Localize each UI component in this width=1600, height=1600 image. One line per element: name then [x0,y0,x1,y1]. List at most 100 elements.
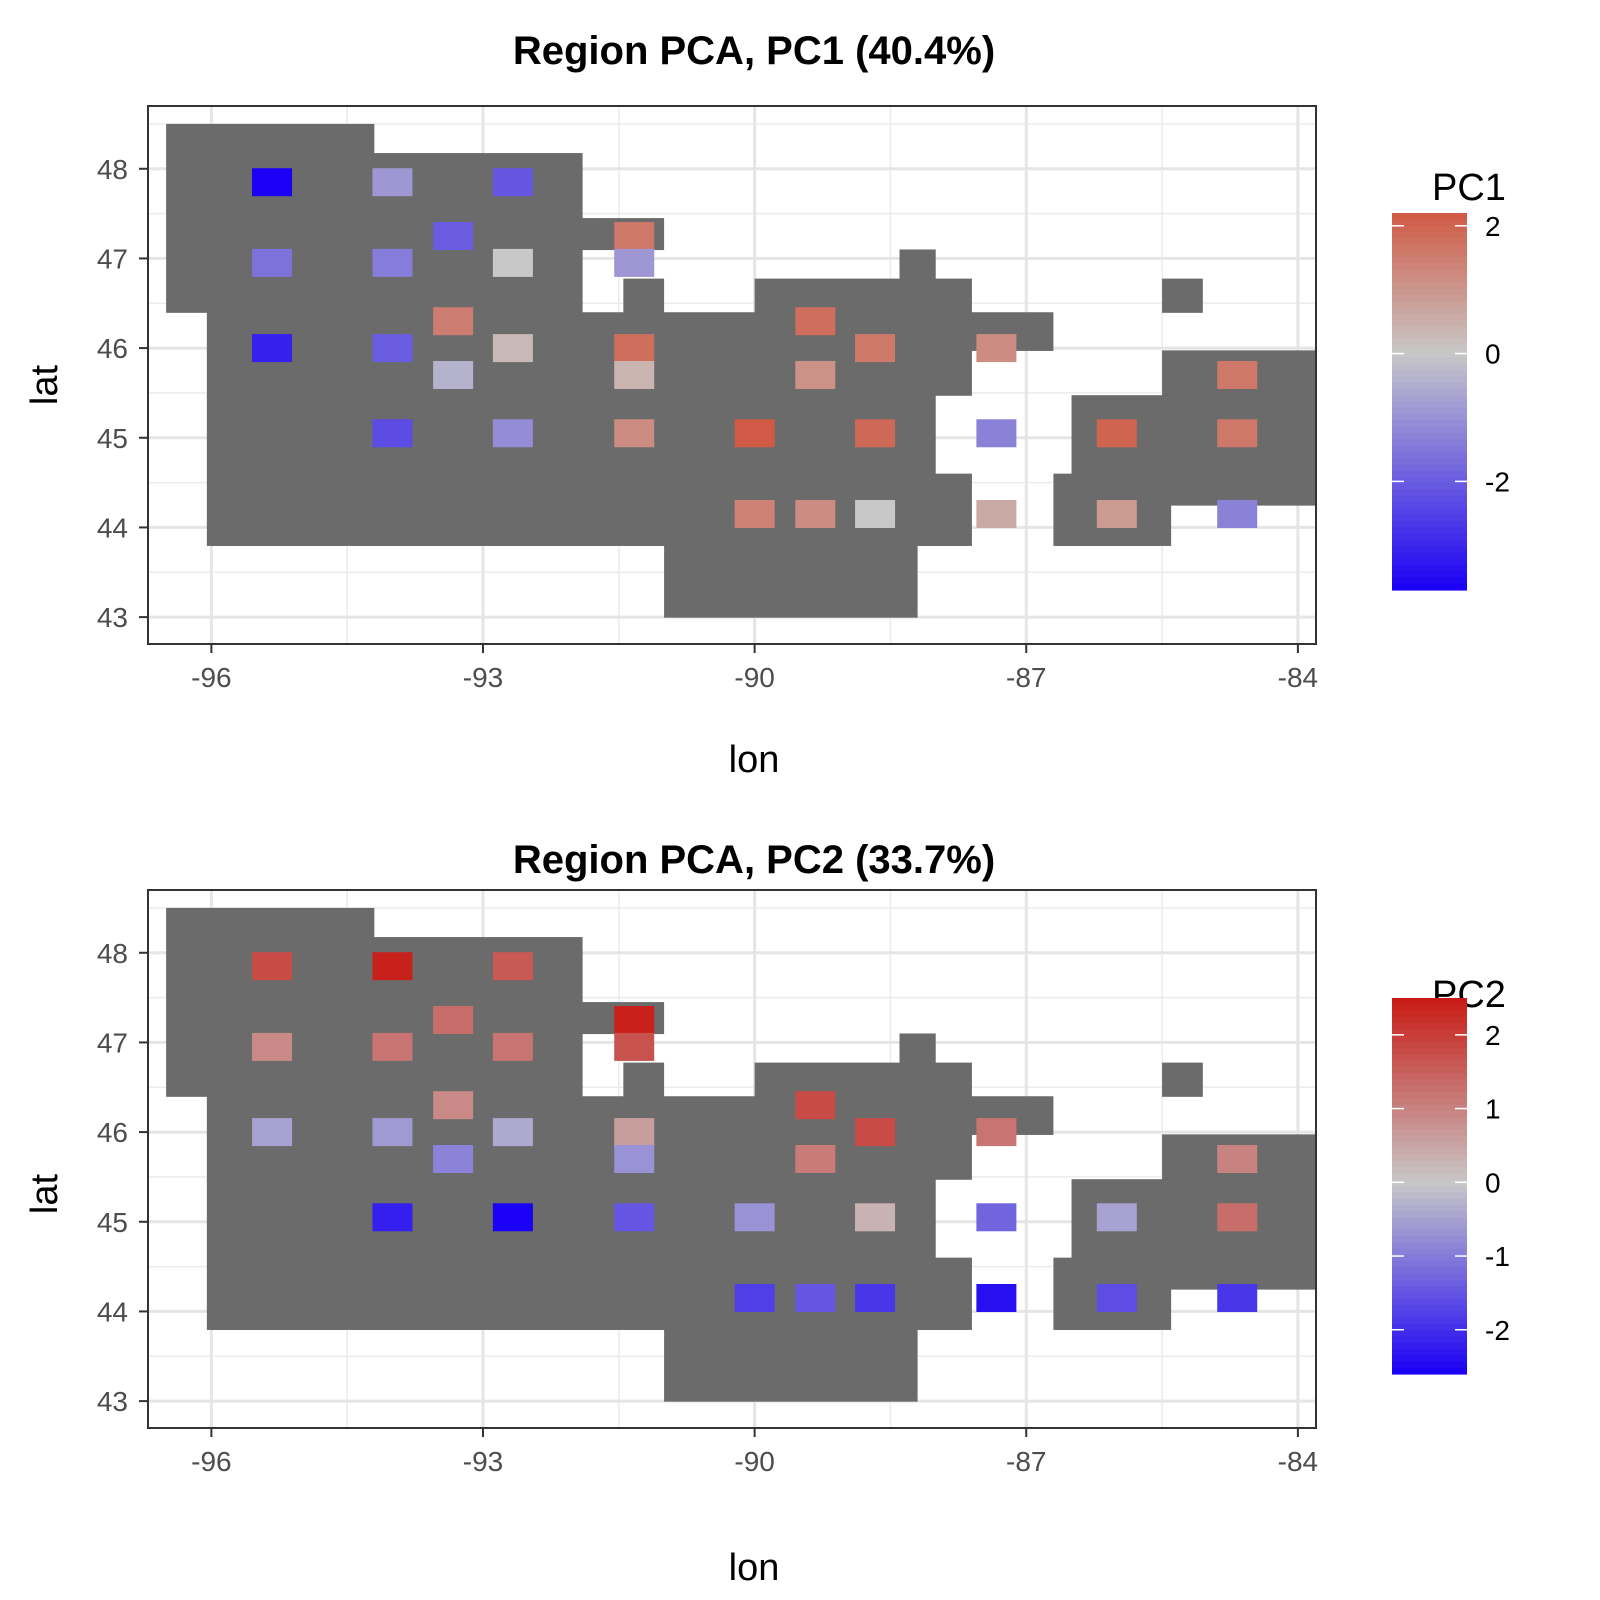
pc2-legend-bar-segment [1392,1330,1467,1337]
pc2-cell [1096,1203,1137,1232]
pc1-cell [372,334,413,363]
pc1-land-row [899,249,936,280]
pc1-land-row [206,505,972,546]
pc1-y-axis-label: lat [24,364,66,405]
pc2-legend-bar-segment [1392,1117,1467,1124]
pc1-legend-bar-segment [1392,439,1467,447]
pc1-legend: PC1 2 0 -2 [1392,167,1510,591]
pc1-cell [976,334,1017,363]
pc2-legend-bar-segment [1392,1023,1467,1030]
pc2-x-tick-label: -87 [1006,1446,1046,1477]
pc1-legend-tick-label: 2 [1485,211,1501,242]
pc1-land-row [166,218,665,251]
pc2-legend-bar-segment [1392,1104,1467,1112]
pc1-legend-bar-segment [1392,426,1467,434]
pc1-legend-bar-segment [1392,432,1467,440]
pc2-legend-tick-label: -1 [1485,1241,1510,1272]
pc2-legend-bar-segment [1392,1286,1467,1294]
pc1-legend-bar-segment [1392,495,1467,503]
pc2-panel: Region PCA, PC2 (33.7%) -96 -93 -90 -87 -84 4… [24,838,1510,1589]
pc2-land-row [166,907,375,938]
pc2-x-tick-label: -96 [191,1446,231,1477]
pc2-legend-bar-segment [1392,1054,1467,1062]
pc1-legend-bar-segment [1392,319,1467,327]
pc2-cell [433,1006,474,1035]
pc2-legend-bar-segment [1392,1073,1467,1081]
pc2-legend-bar-segment [1392,1123,1467,1131]
pc2-legend-bar-segment [1392,1367,1467,1375]
pc1-legend-bar-segment [1392,363,1467,371]
pc1-land-row [166,123,375,154]
pc1-legend-bar-segment [1392,420,1467,428]
pc2-cell [492,952,533,981]
pc1-y-tick-label: 48 [97,154,128,185]
pc2-cell [734,1283,775,1312]
pc1-cell [372,168,413,197]
pc1-y-tick-label: 44 [97,512,128,543]
pc1-cell [492,248,533,277]
pc1-x-axis-label: lon [729,739,780,781]
pc2-legend-bar-segment [1392,1323,1467,1331]
pc1-legend-bar-segment [1392,539,1467,547]
pc2-cell [795,1091,836,1120]
pc2-axes: -96 -93 -90 -87 -84 43 44 45 46 47 48 [97,889,1318,1477]
pc1-cell [614,248,655,277]
pc2-legend-bar-segment [1392,1135,1467,1143]
pc1-cell [252,248,293,277]
pc2-cell [492,1203,533,1232]
pc2-cell [855,1118,896,1147]
pc2-x-axis-label: lon [729,1547,780,1589]
pc2-plot-border [147,889,1317,1429]
pc2-legend-bar-segment [1392,1355,1467,1363]
pc1-cell [252,168,293,197]
pc2-legend-bar-segment [1392,1311,1467,1319]
pc2-legend-bar-segment [1392,1041,1467,1049]
pc1-legend-bar-segment [1392,382,1467,390]
pc1-legend-bar-segment [1392,458,1467,465]
pc1-legend-bar-segment [1392,213,1467,220]
pc2-cell [372,1118,413,1147]
pc1-land-row [206,473,972,506]
pc2-legend-bar-segment [1392,1179,1467,1187]
pc1-cell [433,307,474,336]
pc1-x-tick-label: -87 [1006,662,1046,693]
pc2-land-row [664,1371,918,1402]
pc1-legend-bar-segment [1392,225,1467,233]
pc1-plot-border [147,105,1317,645]
pc2-y-tick-label: 44 [97,1296,128,1327]
pc1-legend-bar-segment [1392,376,1467,384]
pc1-cell [433,222,474,251]
pc2-legend-tick-label: 1 [1485,1094,1501,1125]
pc1-land-row [664,587,918,618]
pc2-legend-bar-segment [1392,1204,1467,1212]
pc2-cell [795,1283,836,1312]
pc2-legend-bar-segment [1392,1292,1467,1300]
pc2-legend-bar-segment [1392,1361,1467,1369]
pc2-legend-bar-segment [1392,1148,1467,1156]
pc1-cell [1217,499,1258,528]
pc1-legend-bar-segment [1392,502,1467,509]
pc1-cell [1217,419,1258,448]
pc1-x-tick-label: -93 [463,662,503,693]
pc2-land-row [206,1289,972,1330]
pc1-legend-bar-segment [1392,552,1467,560]
pc1-legend-bar-segment [1392,256,1467,264]
pc1-cell [795,307,836,336]
pc2-cell [614,1203,655,1232]
pc2-legend-bar-segment [1392,1079,1467,1087]
pc1-land-row [206,395,936,439]
pc2-legend-bar-segment [1392,1066,1467,1074]
pc2-cell [1217,1145,1258,1173]
pc2-land-row [1162,1062,1203,1097]
pc1-x-tick-label: -96 [191,662,231,693]
pc1-panel: Region PCA, PC1 (40.4%) -96 -93 -90 -87 -84 4… [24,29,1510,781]
pc2-cell [976,1118,1017,1147]
pc2-legend-bar-segment [1392,998,1467,1005]
pc2-legend-bar-segment [1392,1298,1467,1306]
pc2-cell [433,1091,474,1120]
pc1-legend-bar-segment [1392,407,1467,415]
pc1-legend-bar-segment [1392,357,1467,365]
pc1-legend-bar-segment [1392,401,1467,409]
pc2-legend-bar-segment [1392,1154,1467,1162]
pc2-cell [976,1203,1017,1232]
